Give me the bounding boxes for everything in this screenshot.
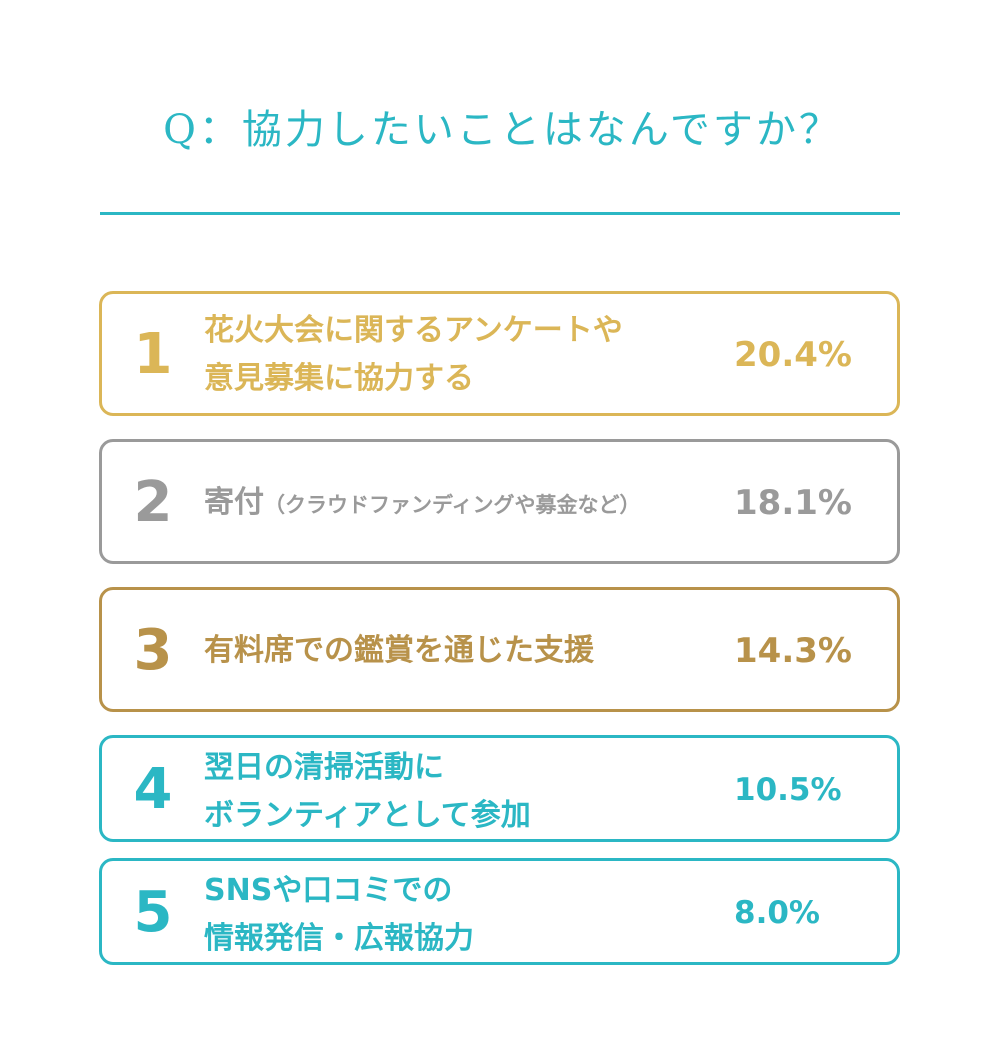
result-percentage: 20.4%: [734, 335, 852, 375]
rank-number: 3: [133, 618, 173, 683]
result-percentage: 18.1%: [734, 483, 852, 523]
result-label-line: SNSや口コミでの: [204, 873, 453, 908]
rank-number: 4: [133, 757, 173, 822]
result-label: 有料席での鑑賞を通じた支援: [204, 627, 594, 675]
result-percentage: 8.0%: [734, 895, 820, 931]
result-card-2: 2 寄付（クラウドファンディングや募金など） 18.1%: [99, 439, 900, 564]
result-label-line: 情報発信・広報協力: [204, 921, 474, 956]
result-card-1: 1 花火大会に関するアンケートや 意見募集に協力する 20.4%: [99, 291, 900, 416]
result-label-line: 花火大会に関するアンケートや: [204, 313, 623, 348]
result-label: 寄付（クラウドファンディングや募金など）: [204, 479, 641, 529]
question-title: Q：協力したいことはなんですか？: [163, 107, 842, 153]
result-label-main: 寄付: [204, 485, 264, 520]
result-card-5: 5 SNSや口コミでの 情報発信・広報協力 8.0%: [99, 858, 900, 965]
result-label-line: 意見募集に協力する: [204, 361, 474, 396]
title-divider: [100, 212, 900, 215]
rank-number: 1: [133, 322, 173, 387]
result-label-note: （クラウドファンディングや募金など）: [264, 493, 641, 517]
result-label-line: 翌日の清掃活動に: [204, 750, 444, 785]
result-label: 花火大会に関するアンケートや 意見募集に協力する: [204, 307, 623, 403]
result-label-line: 有料席での鑑賞を通じた支援: [204, 633, 594, 668]
rank-number: 5: [133, 880, 173, 945]
result-label: 翌日の清掃活動に ボランティアとして参加: [204, 744, 531, 840]
result-percentage: 10.5%: [734, 772, 842, 808]
result-card-3: 3 有料席での鑑賞を通じた支援 14.3%: [99, 587, 900, 712]
result-label-line: ボランティアとして参加: [204, 798, 531, 833]
result-label: SNSや口コミでの 情報発信・広報協力: [204, 867, 474, 963]
result-percentage: 14.3%: [734, 631, 852, 671]
rank-number: 2: [133, 470, 173, 535]
result-card-4: 4 翌日の清掃活動に ボランティアとして参加 10.5%: [99, 735, 900, 842]
